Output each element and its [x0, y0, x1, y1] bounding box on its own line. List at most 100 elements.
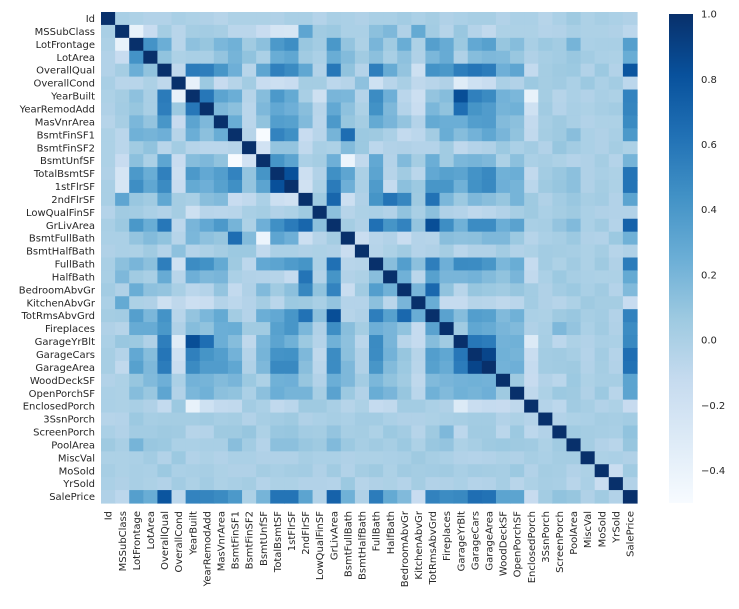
heatmap-cell	[298, 335, 314, 349]
heatmap-cell	[101, 451, 116, 465]
heatmap-cell	[199, 24, 215, 39]
heatmap-cell	[326, 451, 342, 465]
heatmap-cell	[242, 360, 257, 375]
x-tick-label: FullBath	[372, 511, 383, 551]
heatmap-cell	[284, 412, 300, 427]
heatmap-cell	[580, 244, 596, 259]
heatmap-cell	[284, 89, 300, 104]
heatmap-cell	[566, 296, 582, 310]
x-tick-label: BsmtUnfSF	[259, 511, 270, 566]
heatmap-cell	[101, 192, 116, 207]
heatmap-cell	[199, 167, 215, 181]
x-tick-label: 2ndFlrSF	[301, 511, 312, 555]
heatmap-cell	[397, 76, 412, 91]
heatmap-cell	[425, 102, 441, 116]
heatmap-cell	[185, 128, 201, 142]
heatmap-cell	[298, 270, 314, 284]
heatmap-cell	[199, 218, 215, 233]
heatmap-cell	[510, 179, 525, 194]
heatmap-cell	[242, 309, 257, 323]
heatmap-cell	[340, 309, 356, 323]
heatmap-cell	[213, 63, 229, 78]
heatmap-cell	[524, 490, 539, 504]
heatmap-cell	[439, 102, 455, 116]
heatmap-cell	[425, 76, 441, 91]
heatmap-cell	[340, 141, 356, 155]
heatmap-cell	[171, 154, 187, 168]
heatmap-cell	[340, 270, 356, 284]
heatmap-cell	[115, 24, 130, 39]
heatmap-cell	[227, 244, 243, 259]
heatmap-cell	[369, 244, 384, 259]
heatmap-cell	[354, 309, 370, 323]
heatmap-cell	[340, 360, 356, 375]
heatmap-cell	[411, 244, 427, 259]
heatmap-cell	[481, 102, 497, 116]
heatmap-cell	[411, 102, 427, 116]
heatmap-cell	[439, 490, 455, 504]
heatmap-cell	[622, 141, 638, 155]
heatmap-cell	[326, 335, 342, 349]
heatmap-cell	[312, 192, 328, 207]
heatmap-cell	[242, 283, 257, 297]
heatmap-cell	[115, 244, 130, 259]
heatmap-cell	[594, 296, 610, 310]
heatmap-cell	[256, 373, 271, 388]
heatmap-cell	[185, 477, 201, 491]
y-tick-label: FullBath	[55, 260, 95, 271]
heatmap-cell	[397, 283, 412, 297]
heatmap-cell	[143, 192, 159, 207]
heatmap-cell	[298, 373, 314, 388]
heatmap-cell	[608, 179, 624, 194]
heatmap-cell	[242, 373, 257, 388]
y-tick-label: Fireplaces	[45, 324, 95, 335]
heatmap-cell	[143, 322, 159, 336]
y-tick-label: SalePrice	[49, 492, 95, 503]
heatmap-cell	[129, 347, 144, 362]
heatmap-cell	[580, 490, 596, 504]
heatmap-cell	[481, 115, 497, 129]
heatmap-cell	[510, 296, 525, 310]
heatmap-cell	[495, 373, 511, 388]
heatmap-cell	[256, 296, 271, 310]
heatmap-cell	[242, 218, 257, 233]
heatmap-cell	[580, 425, 596, 439]
heatmap-cell	[326, 464, 342, 478]
heatmap-cell	[467, 24, 483, 39]
heatmap-cell	[524, 128, 539, 142]
heatmap-cell	[284, 438, 300, 452]
heatmap-cell	[157, 167, 173, 181]
heatmap-cell	[580, 218, 596, 233]
heatmap-cell	[199, 322, 215, 336]
heatmap-cell	[129, 24, 144, 39]
heatmap-cell	[129, 37, 144, 52]
heatmap-cell	[552, 231, 568, 246]
heatmap-cell	[199, 231, 215, 246]
heatmap-cell	[326, 154, 342, 168]
x-tick-labels: Id MSSubClass LotFrontage LotArea OverallQua…	[104, 510, 637, 587]
heatmap-cell	[171, 76, 187, 91]
heatmap-cell	[171, 244, 187, 259]
heatmap-cell	[129, 244, 144, 259]
heatmap-cell	[284, 257, 300, 272]
heatmap-cell	[524, 283, 539, 297]
heatmap-cell	[242, 490, 257, 504]
heatmap-cell	[185, 244, 201, 259]
heatmap-cell	[115, 63, 130, 78]
heatmap-cell	[594, 141, 610, 155]
heatmap-cell	[524, 63, 539, 78]
heatmap-cell	[284, 192, 300, 207]
heatmap-cell	[622, 76, 638, 91]
heatmap-cell	[256, 115, 271, 129]
heatmap-cell	[171, 399, 187, 414]
heatmap-cell	[326, 412, 342, 427]
heatmap-cell	[439, 218, 455, 233]
x-tick-label: BedroomAbvGr	[400, 510, 411, 587]
heatmap-cell	[284, 167, 300, 181]
heatmap-cell	[213, 335, 229, 349]
heatmap-cell	[552, 399, 568, 414]
heatmap-cell	[312, 141, 328, 155]
heatmap-cell	[552, 335, 568, 349]
heatmap-cell	[227, 335, 243, 349]
heatmap-cell	[115, 347, 130, 362]
